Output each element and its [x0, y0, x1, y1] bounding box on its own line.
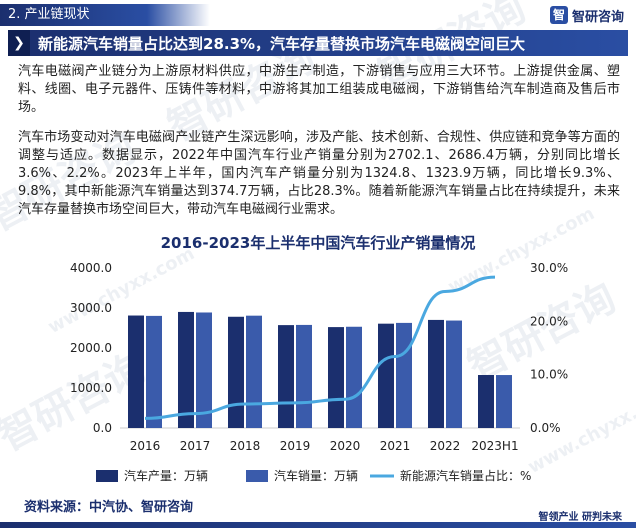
legend-swatch-production	[96, 470, 118, 482]
legend-label: 汽车产量：万辆	[124, 468, 208, 483]
legend-swatch-sales	[246, 470, 268, 482]
bar-production	[228, 316, 244, 428]
y-left-tick-label: 0.0	[93, 421, 112, 435]
x-tick-label: 2020	[330, 439, 361, 453]
x-tick-label: 2023H1	[471, 439, 518, 453]
y-right-tick-label: 20.0%	[530, 314, 568, 328]
paragraph-market-impact: 汽车市场变动对汽车电磁阀产业链产生深远影响，涉及产能、技术创新、合规性、供应链和…	[18, 130, 620, 217]
legend-label: 汽车销量：万辆	[274, 468, 358, 483]
section-tag: 2. 产业链现状	[0, 4, 210, 26]
bar-production	[328, 327, 344, 428]
bar-sales	[146, 315, 162, 428]
bar-sales	[496, 375, 512, 428]
bar-sales	[246, 315, 262, 428]
paragraph-industry-chain: 汽车电磁阀产业链分为上游原材料供应，中游生产制造，下游销售与应用三大环节。上游提…	[18, 64, 620, 115]
bar-sales	[196, 312, 212, 428]
y-left-tick-label: 2000.0	[70, 341, 112, 355]
x-tick-label: 2017	[180, 439, 211, 453]
x-tick-label: 2022	[430, 439, 461, 453]
source-text: 资料来源：中汽协、智研咨询	[24, 500, 194, 515]
bar-production	[478, 375, 494, 428]
brand-name: 智研咨询	[571, 9, 624, 25]
brand-logo-icon: 智	[549, 6, 568, 24]
bar-sales	[446, 320, 462, 428]
y-left-tick-label: 4000.0	[70, 261, 112, 275]
top-bar: 2. 产业链现状 智 智研咨询	[0, 0, 636, 28]
bar-sales	[346, 326, 362, 428]
x-tick-label: 2019	[280, 439, 311, 453]
x-tick-label: 2016	[130, 439, 161, 453]
legend-label: 新能源汽车销量占比：%	[400, 468, 531, 483]
bar-production	[378, 323, 394, 428]
bottom-rule	[0, 522, 636, 528]
x-tick-label: 2018	[230, 439, 261, 453]
bar-sales	[396, 322, 412, 428]
bar-production	[428, 319, 444, 428]
bar-production	[128, 315, 144, 428]
y-right-tick-label: 0.0%	[530, 421, 561, 435]
headline-text: 新能源汽车销量占比达到28.3%，汽车存量替换市场汽车电磁阀空间巨大	[38, 34, 526, 53]
y-right-tick-label: 10.0%	[530, 368, 568, 382]
y-left-tick-label: 1000.0	[70, 381, 112, 395]
footer-brand: 智领产业 研判未来	[538, 512, 622, 523]
headline-banner: ❯ 新能源汽车销量占比达到28.3%，汽车存量替换市场汽车电磁阀空间巨大	[8, 30, 628, 56]
bar-production	[278, 325, 294, 428]
bar-sales	[296, 324, 312, 428]
chart-title: 2016-2023年上半年中国汽车行业产销量情况	[160, 234, 476, 252]
y-right-tick-label: 30.0%	[530, 261, 568, 275]
sales-chart: 0.0 1000.0 2000.0 3000.0 4000.0 0.0% 10.0% 20.0…	[70, 261, 568, 483]
bar-production	[178, 311, 194, 428]
line-nev-share	[144, 275, 496, 420]
brand: 智 智研咨询	[549, 5, 624, 25]
x-tick-label: 2021	[380, 439, 411, 453]
y-left-tick-label: 3000.0	[70, 301, 112, 315]
chevron-right-icon: ❯	[8, 30, 30, 56]
